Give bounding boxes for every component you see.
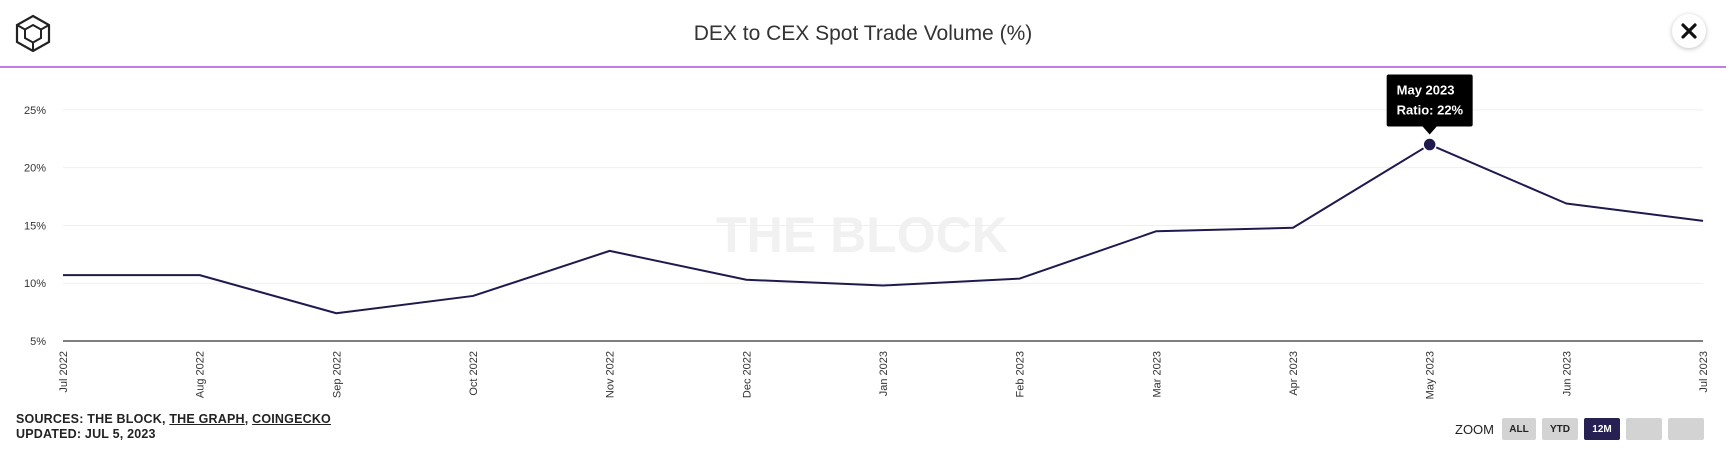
- close-button[interactable]: [1672, 14, 1706, 48]
- source-link-the-graph[interactable]: THE GRAPH: [169, 412, 245, 426]
- x-tick-label: Jul 2023: [1698, 351, 1710, 393]
- tooltip-pointer: [1422, 126, 1437, 135]
- x-axis: Jul 2022 Aug 2022 Sep 2022 Oct 2022 Nov 2022…: [58, 340, 1710, 399]
- zoom-12m-button[interactable]: 12M: [1584, 418, 1620, 440]
- zoom-controls: ZOOM ALL YTD 12M: [1455, 418, 1710, 440]
- x-tick-label: Nov 2022: [605, 351, 617, 398]
- y-tick-label: 10%: [24, 278, 46, 290]
- x-tick-label: Jan 2023: [878, 351, 890, 396]
- chart-title: DEX to CEX Spot Trade Volume (%): [693, 22, 1033, 45]
- x-tick-label: Aug 2022: [195, 351, 207, 398]
- zoom-label: ZOOM: [1455, 421, 1494, 437]
- zoom-extra-button-1[interactable]: [1626, 418, 1662, 440]
- x-tick-label: Feb 2023: [1015, 351, 1027, 397]
- x-tick-label: Jun 2023: [1561, 351, 1573, 396]
- the-block-logo[interactable]: [14, 14, 52, 53]
- x-tick-label: Mar 2023: [1151, 351, 1163, 397]
- y-axis: 5% 10% 15% 20% 25%: [24, 105, 46, 348]
- x-tick-label: Dec 2022: [741, 351, 753, 398]
- zoom-extra-button-2[interactable]: [1668, 418, 1704, 440]
- source-link-coingecko[interactable]: COINGECKO: [252, 412, 331, 426]
- watermark: THE BLOCK: [716, 207, 1008, 263]
- cube-logo-icon: [15, 14, 51, 53]
- zoom-all-button[interactable]: ALL: [1502, 418, 1536, 440]
- x-tick-label: Oct 2022: [468, 351, 480, 396]
- y-tick-label: 25%: [24, 105, 46, 117]
- line-chart: THE BLOCK 5% 10% 15% 20% 25% Jul 2022 Aug 202…: [24, 74, 1710, 399]
- y-tick-label: 20%: [24, 163, 46, 175]
- x-tick-label: Sep 2022: [331, 351, 343, 398]
- highlighted-point: [1422, 137, 1437, 152]
- sources-separator: ,: [244, 412, 253, 426]
- updated-date: UPDATED: JUL 5, 2023: [16, 427, 156, 441]
- y-tick-label: 5%: [30, 336, 46, 348]
- sources-prefix: SOURCES: THE BLOCK,: [16, 412, 170, 426]
- header-divider: [0, 66, 1726, 68]
- x-tick-label: Apr 2023: [1288, 351, 1300, 396]
- y-tick-label: 15%: [24, 220, 46, 232]
- x-tick-label: Jul 2022: [58, 351, 70, 393]
- tooltip: May 2023 Ratio: 22%: [1386, 74, 1473, 152]
- sources-note: SOURCES: THE BLOCK, THE GRAPH, COINGECKO…: [16, 412, 331, 442]
- close-icon: [1681, 23, 1697, 39]
- zoom-ytd-button[interactable]: YTD: [1542, 418, 1578, 440]
- tooltip-date: May 2023: [1397, 83, 1455, 98]
- tooltip-box: [1386, 74, 1473, 127]
- x-tick-label: May 2023: [1425, 351, 1437, 399]
- tooltip-value: Ratio: 22%: [1397, 103, 1464, 118]
- grid-lines: [63, 109, 1703, 284]
